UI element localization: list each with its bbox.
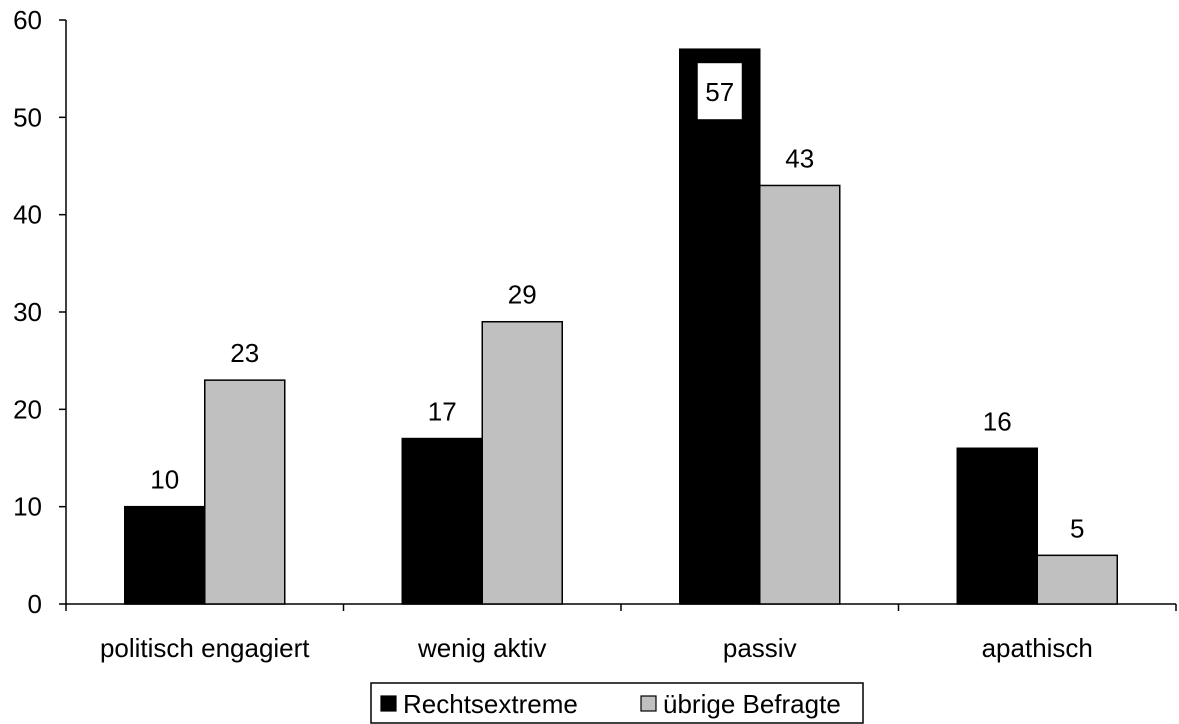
data-label: 5	[1070, 513, 1084, 543]
y-tick-label: 60	[13, 5, 42, 35]
y-ticks: 0 10 20 30 40 50 60	[13, 5, 66, 619]
category-label: passiv	[723, 633, 797, 663]
category-label: wenig aktiv	[417, 633, 547, 663]
bar-rechtsextreme	[956, 447, 1038, 605]
data-labels: 10 23 17 29 57 43 16 5	[150, 63, 1084, 543]
data-label: 29	[508, 280, 537, 310]
data-label: 43	[785, 143, 814, 173]
legend-label: Rechtsextreme	[403, 689, 578, 719]
y-tick-label: 0	[28, 589, 42, 619]
bar-rechtsextreme	[679, 48, 761, 605]
bars	[124, 48, 1118, 605]
category-label: politisch engagiert	[100, 633, 310, 663]
bar-uebrige-befragte	[481, 320, 563, 605]
legend: Rechtsextreme übrige Befragte	[370, 682, 864, 724]
category-label: apathisch	[982, 633, 1093, 663]
bar-rechtsextreme	[401, 437, 483, 605]
data-label: 10	[150, 465, 179, 495]
bar-uebrige-befragte	[1036, 554, 1118, 605]
data-label-background	[697, 63, 742, 120]
legend-label: übrige Befragte	[663, 689, 841, 719]
data-label: 17	[428, 397, 457, 427]
y-tick-label: 30	[13, 297, 42, 327]
x-ticks	[65, 604, 1177, 611]
category-labels: politisch engagiert wenig aktiv passiv apat…	[100, 633, 1093, 663]
bar-rechtsextreme	[124, 505, 206, 605]
bar-uebrige-befragte	[204, 379, 286, 605]
legend-swatch	[640, 695, 657, 712]
data-label: 57	[705, 77, 734, 107]
data-label: 23	[230, 338, 259, 368]
bar-uebrige-befragte	[759, 184, 841, 605]
legend-swatch	[380, 695, 397, 712]
y-tick-label: 20	[13, 394, 42, 424]
y-tick-label: 10	[13, 492, 42, 522]
y-tick-label: 50	[13, 102, 42, 132]
y-tick-label: 40	[13, 200, 42, 230]
legend-box	[370, 682, 864, 724]
data-label: 16	[983, 406, 1012, 436]
